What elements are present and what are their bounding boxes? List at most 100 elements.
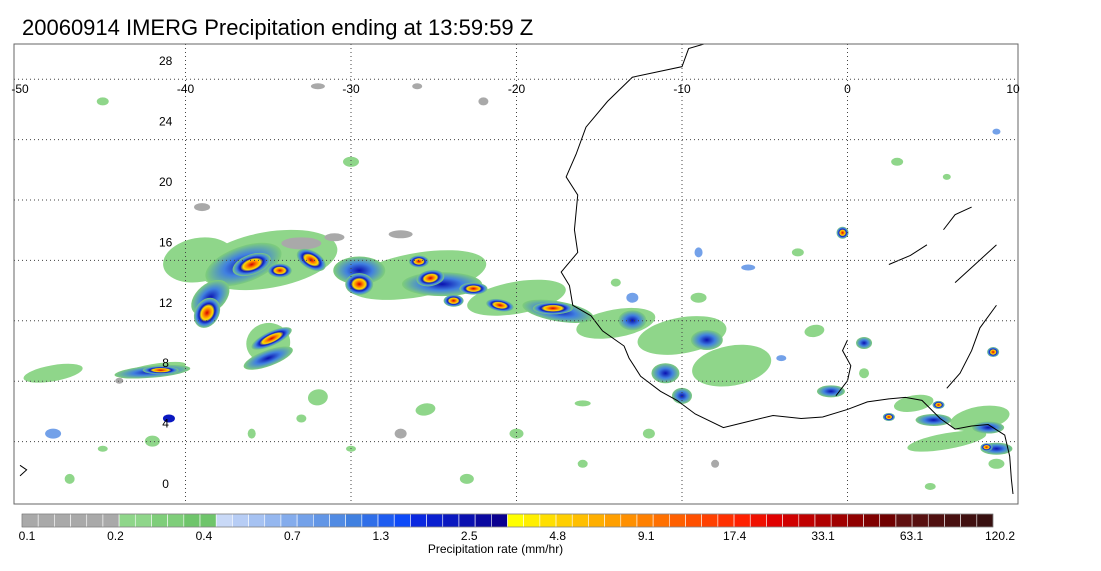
rain-cell bbox=[267, 263, 292, 278]
colorbar-swatch bbox=[21, 513, 39, 528]
rain-cell bbox=[694, 247, 703, 258]
rain-cell bbox=[987, 347, 1000, 358]
colorbar-swatch bbox=[102, 513, 120, 528]
rain-cell bbox=[115, 377, 124, 384]
colorbar-swatch bbox=[442, 513, 460, 528]
colorbar-swatch bbox=[393, 513, 411, 528]
river-line bbox=[888, 244, 928, 265]
colorbar-tick-label: 9.1 bbox=[638, 529, 655, 543]
lat-tick-label: 12 bbox=[159, 296, 173, 310]
rain-cell bbox=[307, 389, 328, 406]
rain-cell bbox=[96, 97, 109, 106]
colorbar-swatch bbox=[701, 513, 719, 528]
rain-cell bbox=[232, 252, 271, 277]
colorbar-outline bbox=[21, 513, 994, 528]
rain-cell bbox=[642, 428, 655, 439]
rain-cell bbox=[296, 414, 307, 423]
rain-cell bbox=[932, 400, 945, 409]
rain-cell bbox=[247, 428, 256, 439]
colorbar-swatch bbox=[814, 513, 832, 528]
lon-tick-label: -10 bbox=[673, 82, 691, 96]
river-line bbox=[946, 304, 997, 389]
rain-cell bbox=[574, 400, 591, 407]
rain-cell bbox=[924, 482, 936, 490]
rain-cell bbox=[486, 298, 514, 312]
rain-cell bbox=[711, 459, 720, 468]
rain-cell bbox=[443, 294, 464, 307]
colorbar-tick-label: 63.1 bbox=[900, 529, 924, 543]
colorbar-tick-label: 0.7 bbox=[284, 529, 301, 543]
colorbar-swatch bbox=[636, 513, 654, 528]
colorbar-swatch bbox=[151, 513, 168, 528]
colorbar-tick-label: 0.1 bbox=[19, 529, 36, 543]
lat-tick-label: 0 bbox=[162, 477, 169, 491]
rain-cell bbox=[988, 458, 1005, 469]
rain-cell bbox=[690, 292, 707, 303]
rain-cell bbox=[23, 363, 83, 383]
rain-cell bbox=[45, 428, 62, 439]
colorbar-swatch bbox=[474, 513, 492, 528]
colorbar-swatch bbox=[118, 513, 136, 528]
colorbar-tick-label: 33.1 bbox=[811, 529, 835, 543]
colorbar-swatch bbox=[345, 513, 363, 528]
africa-coastline bbox=[560, 44, 1014, 495]
rain-cell bbox=[915, 414, 952, 427]
colorbar-swatch bbox=[70, 513, 88, 528]
lat-tick-label: 4 bbox=[162, 417, 169, 431]
colorbar-tick-label: 0.2 bbox=[107, 529, 124, 543]
rain-cell bbox=[144, 435, 160, 447]
rain-cell bbox=[64, 473, 75, 484]
colorbar-swatch bbox=[555, 513, 573, 528]
colorbar-swatch bbox=[134, 513, 152, 528]
rain-cell bbox=[416, 269, 445, 287]
rain-cell bbox=[412, 83, 423, 90]
lat-tick-label: 24 bbox=[159, 115, 173, 129]
colorbar-swatch bbox=[620, 513, 638, 528]
longitude-labels: -50 -40 -30 -20 -10 0 10 bbox=[11, 82, 1020, 96]
colorbar-swatch bbox=[879, 513, 897, 528]
colorbar-tick-label: 4.8 bbox=[549, 529, 566, 543]
rain-cell bbox=[97, 445, 108, 452]
rain-cell bbox=[980, 443, 993, 452]
colorbar-swatch bbox=[329, 513, 346, 528]
rain-cell bbox=[856, 337, 873, 349]
lon-tick-label: -40 bbox=[177, 82, 195, 96]
south-america-coastline bbox=[19, 464, 28, 477]
lon-tick-label: 0 bbox=[844, 82, 851, 96]
colorbar-swatch bbox=[571, 513, 589, 528]
colorbar-tick-labels: 0.1 0.2 0.4 0.7 1.3 2.5 4.8 9.1 17.4 33.1 63.1 120.… bbox=[19, 529, 1016, 543]
colorbar-swatch bbox=[588, 513, 605, 528]
rain-cell bbox=[193, 297, 221, 328]
colorbar-swatch bbox=[280, 513, 298, 528]
colorbar-swatch bbox=[652, 513, 670, 528]
colorbar-swatch bbox=[361, 513, 379, 528]
rain-cell bbox=[142, 366, 179, 375]
rain-cell bbox=[532, 302, 573, 315]
lon-tick-label: -30 bbox=[342, 82, 360, 96]
colorbar-swatch bbox=[960, 513, 978, 528]
colorbar-swatch bbox=[927, 513, 945, 528]
colorbar-swatch bbox=[830, 513, 848, 528]
colorbar-swatch bbox=[248, 513, 266, 528]
rain-cell bbox=[882, 412, 895, 421]
rain-cell bbox=[618, 310, 647, 331]
colorbar-tick-label: 17.4 bbox=[723, 529, 747, 543]
colorbar-swatch bbox=[167, 513, 185, 528]
rain-cell bbox=[343, 156, 359, 167]
colorbar-title: Precipitation rate (mm/hr) bbox=[427, 542, 564, 556]
rain-cell bbox=[804, 324, 825, 338]
colorbar-swatch bbox=[782, 513, 800, 528]
rain-cell bbox=[345, 273, 374, 296]
colorbar-swatch bbox=[37, 513, 55, 528]
colorbar-swatch bbox=[847, 513, 864, 528]
colorbar-swatch bbox=[685, 513, 702, 528]
precipitation-field bbox=[23, 83, 1013, 490]
river-line bbox=[943, 206, 972, 231]
rain-cell bbox=[741, 264, 756, 271]
rain-cell bbox=[859, 368, 870, 379]
rain-cell bbox=[459, 473, 474, 484]
rain-cell bbox=[992, 128, 1001, 135]
colorbar-swatch bbox=[199, 513, 217, 528]
rain-cell bbox=[690, 329, 723, 350]
